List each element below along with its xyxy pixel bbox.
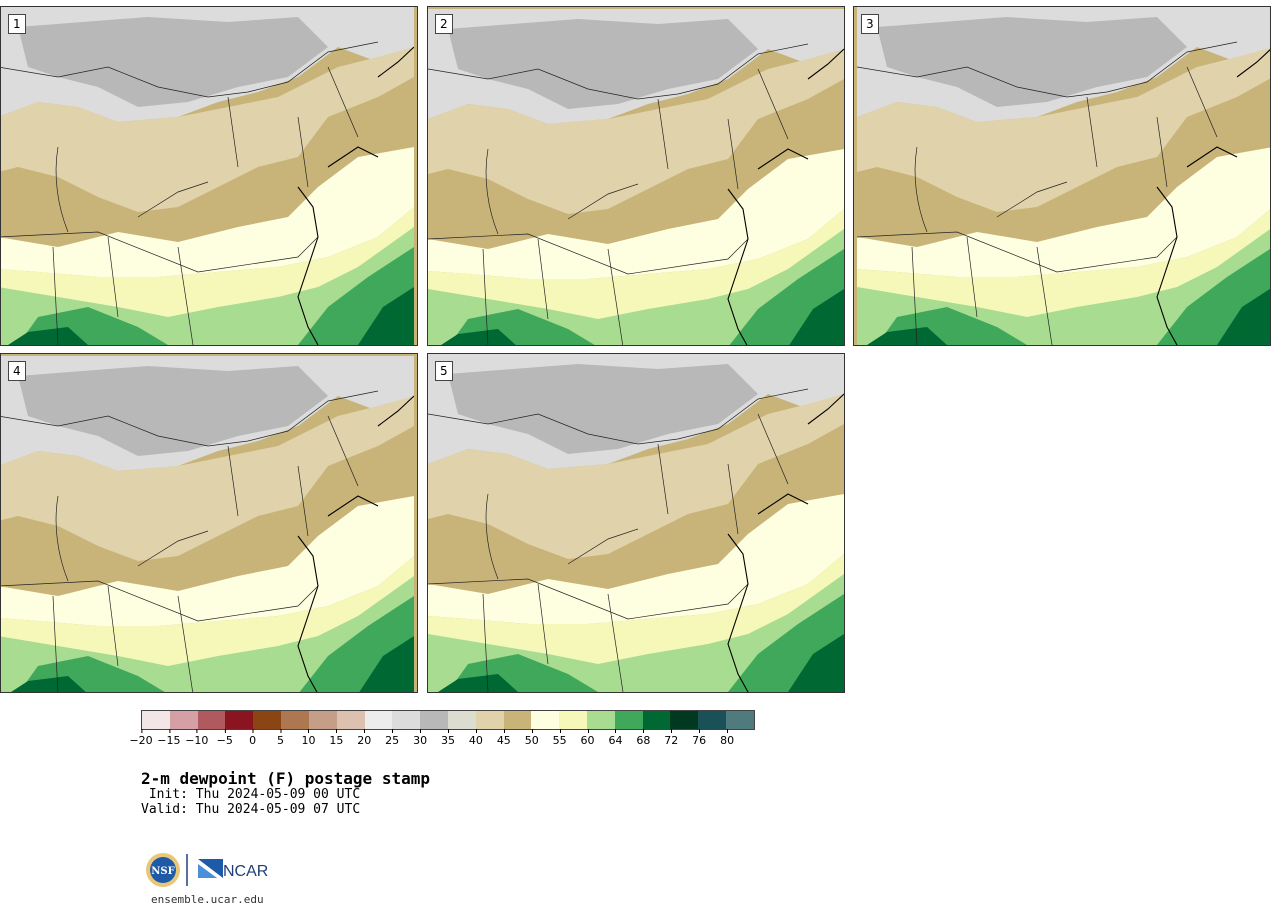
colorbar-tick-label: 76 — [692, 729, 706, 747]
product-title: 2-m dewpoint (F) postage stamp — [141, 769, 430, 788]
colorbar-cell — [559, 711, 587, 729]
colorbar-cell — [642, 711, 671, 729]
member-panel-5[interactable]: 5 — [427, 353, 845, 693]
colorbar-tick-label: 15 — [329, 729, 343, 747]
colorbar-tick-label: 20 — [357, 729, 371, 747]
member-panel-1[interactable]: 1 — [0, 6, 418, 346]
map-3 — [854, 7, 1270, 345]
member-label: 3 — [861, 14, 879, 34]
colorbar-cell — [225, 711, 254, 729]
colorbar-cell — [281, 711, 309, 729]
dewpoint-map — [1, 7, 414, 345]
colorbar-cell — [670, 711, 699, 729]
colorbar-cell — [197, 711, 226, 729]
colorbar-tick-label: 30 — [413, 729, 427, 747]
member-label: 2 — [435, 14, 453, 34]
colorbar-cell — [503, 711, 532, 729]
colorbar-tick-label: 72 — [664, 729, 678, 747]
colorbar-tick-label: 80 — [720, 729, 734, 747]
colorbar-tick-label: 68 — [636, 729, 650, 747]
map-1 — [1, 7, 417, 345]
colorbar-tick-label: 40 — [469, 729, 483, 747]
valid-time: Valid: Thu 2024-05-09 07 UTC — [141, 802, 361, 817]
map-2 — [428, 7, 844, 345]
colorbar-tick-label: −15 — [157, 729, 181, 747]
site-link[interactable]: ensemble.ucar.edu — [151, 893, 264, 906]
colorbar-cell — [614, 711, 643, 729]
member-panel-2[interactable]: 2 — [427, 6, 845, 346]
colorbar-ticks: −20 −15 −10 −5 0 5 10 15 20 25 30 35 40 45 50 55 60 64 68 7… — [129, 729, 755, 750]
member-label: 5 — [435, 361, 453, 381]
colorbar-cell — [336, 711, 365, 729]
colorbar-cell — [475, 711, 504, 729]
colorbar-tick-label: −5 — [217, 729, 233, 747]
nsf-ncar-logo: NSF NCAR — [145, 850, 275, 892]
colorbar-tick-label: 64 — [608, 729, 622, 747]
init-time: Init: Thu 2024-05-09 00 UTC — [141, 787, 361, 802]
colorbar-cell — [447, 711, 476, 729]
dewpoint-map — [1, 356, 414, 692]
colorbar-cell — [587, 711, 615, 729]
colorbar-cell — [364, 711, 393, 729]
colorbar-tick-label: −10 — [185, 729, 208, 747]
nsf-logo-text: NSF — [151, 866, 174, 877]
colorbar-cell — [253, 711, 282, 729]
colorbar-cell — [726, 711, 754, 729]
map-5 — [428, 354, 844, 692]
colorbar-tick-label: 10 — [301, 729, 315, 747]
colorbar-tick-label: 25 — [385, 729, 399, 747]
colorbar-cell — [169, 711, 198, 729]
colorbar-cell — [142, 711, 170, 729]
ncar-logo-text: NCAR — [223, 863, 268, 880]
map-4 — [1, 354, 417, 692]
dewpoint-map — [428, 354, 844, 692]
colorbar-tick-label: 0 — [249, 729, 256, 747]
colorbar-tick-label: 45 — [497, 729, 511, 747]
colorbar-tick-label: 50 — [525, 729, 539, 747]
colorbar — [141, 710, 755, 730]
colorbar-tick-label: 60 — [581, 729, 595, 747]
member-panel-3[interactable]: 3 — [853, 6, 1271, 346]
colorbar-cell — [531, 711, 560, 729]
colorbar-tick-label: 55 — [553, 729, 567, 747]
dewpoint-map — [857, 7, 1270, 345]
dewpoint-map — [428, 9, 844, 345]
colorbar-tick-label: 35 — [441, 729, 455, 747]
colorbar-cell — [698, 711, 727, 729]
member-label: 4 — [8, 361, 26, 381]
colorbar-cell — [420, 711, 448, 729]
colorbar-tick-label: 5 — [277, 729, 284, 747]
colorbar-cell — [392, 711, 421, 729]
colorbar-cell — [308, 711, 337, 729]
member-label: 1 — [8, 14, 26, 34]
colorbar-tick-label: −20 — [129, 729, 153, 747]
member-panel-4[interactable]: 4 — [0, 353, 418, 693]
